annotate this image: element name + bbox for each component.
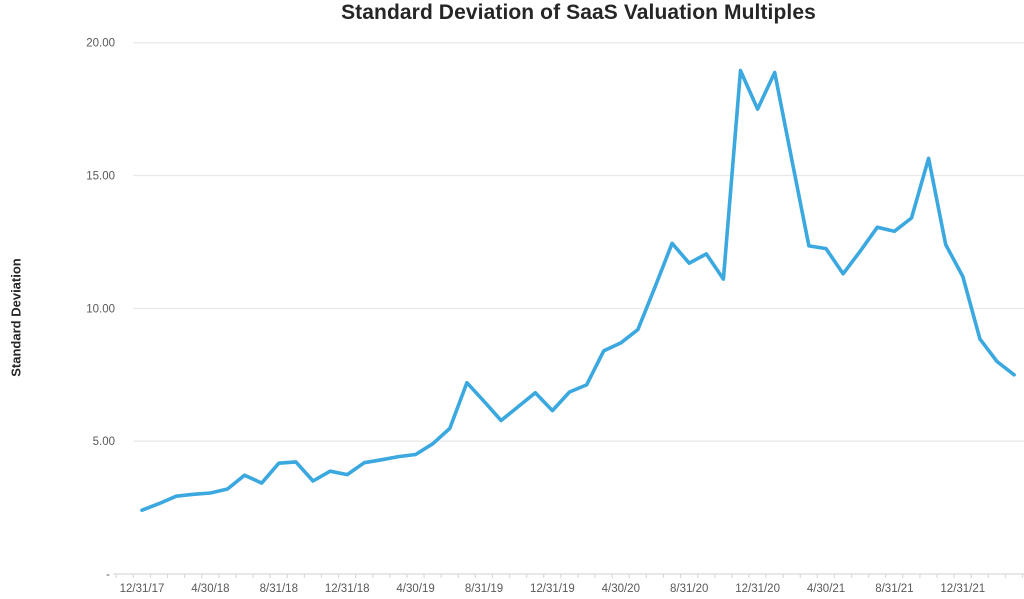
x-tick-label: 8/31/19	[465, 583, 503, 595]
x-tick-label: 4/30/19	[396, 583, 434, 595]
y-tick-label: 15.00	[86, 171, 115, 183]
series-line-standard-deviation	[140, 68, 1016, 513]
y-tick-label: 20.00	[86, 38, 115, 50]
x-tick-label: 4/30/21	[807, 583, 845, 595]
x-tick-label: 8/31/21	[875, 583, 913, 595]
y-tick-label: 5.00	[93, 436, 115, 448]
x-tick-label: 4/30/20	[602, 583, 640, 595]
y-tick-label: -	[106, 569, 110, 581]
x-tick-label: 12/31/17	[120, 583, 165, 595]
x-tick-label: 12/31/20	[735, 583, 780, 595]
x-tick-label: 8/31/18	[260, 583, 298, 595]
x-tick-label: 4/30/18	[191, 583, 229, 595]
y-tick-label: 10.00	[86, 303, 115, 315]
x-tick-label: 12/31/18	[325, 583, 370, 595]
x-tick-label: 8/31/20	[670, 583, 708, 595]
x-tick-label: 12/31/21	[940, 583, 985, 595]
chart-title: Standard Deviation of SaaS Valuation Mul…	[341, 1, 816, 24]
x-tick-label: 12/31/19	[530, 583, 575, 595]
